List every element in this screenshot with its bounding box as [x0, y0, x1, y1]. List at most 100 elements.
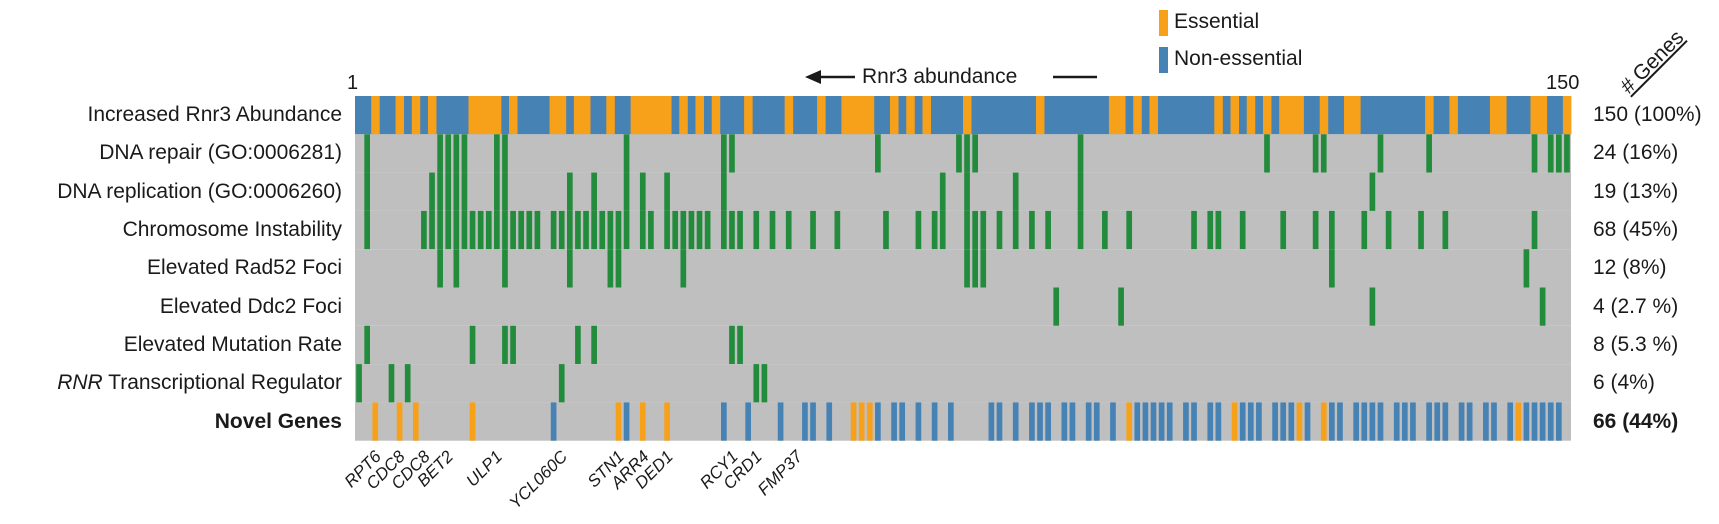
cell-essential — [371, 96, 380, 135]
cell-novel-essential — [1296, 402, 1303, 441]
cell-novel-nonessential — [1215, 402, 1222, 441]
cell-essential — [395, 96, 405, 135]
cell-hit — [964, 249, 970, 288]
cell-hit — [1215, 210, 1222, 250]
cell-hit — [404, 364, 411, 403]
cell-novel-nonessential — [899, 402, 906, 441]
cell-hit — [972, 210, 978, 250]
cell-hit — [421, 210, 427, 250]
cell-hit — [1077, 172, 1084, 211]
cell-hit — [1126, 210, 1133, 250]
cell-novel-nonessential — [1061, 402, 1068, 441]
cell-hit — [964, 210, 970, 250]
cell-essential — [679, 96, 688, 135]
cell-essential — [557, 96, 567, 135]
cell-essential — [1149, 96, 1158, 135]
cell-hit — [664, 172, 670, 211]
cell-essential — [865, 96, 875, 135]
cell-essential — [849, 96, 859, 135]
cell-hit — [1329, 210, 1335, 250]
cell-novel-nonessential — [1183, 402, 1189, 441]
cell-novel-nonessential — [988, 402, 995, 441]
cell-essential — [663, 96, 672, 135]
cell-hit — [1320, 134, 1327, 173]
cell-essential — [638, 96, 648, 135]
cell-hit — [1369, 172, 1376, 211]
cell-essential — [1498, 96, 1507, 135]
cell-novel-essential — [1320, 402, 1327, 441]
cell-novel-nonessential — [1507, 402, 1514, 441]
cell-essential — [492, 96, 502, 135]
row-background — [355, 364, 1571, 403]
row-count: 66 (44%) — [1593, 409, 1679, 433]
cell-novel-nonessential — [1531, 402, 1538, 441]
cell-novel-nonessential — [948, 402, 954, 441]
cell-essential — [1319, 96, 1329, 135]
cell-novel-nonessential — [550, 402, 557, 441]
cell-novel-nonessential — [1426, 402, 1432, 441]
cell-hit — [980, 210, 987, 250]
cell-novel-nonessential — [1304, 402, 1311, 441]
cell-novel-nonessential — [1442, 402, 1449, 441]
cell-novel-nonessential — [1556, 402, 1562, 441]
cell-novel-essential — [858, 402, 865, 441]
cell-novel-nonessential — [1361, 402, 1368, 441]
cell-essential — [922, 96, 931, 135]
row-label: Chromosome Instability — [123, 218, 342, 242]
cell-hit — [502, 134, 508, 173]
row-label-text: Increased Rnr3 Abundance — [87, 103, 342, 127]
row-count: 150 (100%) — [1593, 103, 1702, 127]
cell-hit — [1053, 287, 1060, 326]
cell-hit — [680, 249, 687, 288]
cell-novel-nonessential — [1239, 402, 1246, 441]
cell-novel-nonessential — [802, 402, 808, 441]
cell-hit — [453, 249, 460, 288]
cell-essential — [711, 96, 721, 135]
legend-swatch-essential — [1159, 10, 1168, 36]
cell-hit — [972, 249, 978, 288]
cell-hit — [1361, 210, 1368, 250]
cell-novel-nonessential — [1353, 402, 1360, 441]
cell-hit — [566, 210, 573, 250]
cell-hit — [1118, 287, 1124, 326]
cell-hit — [388, 364, 395, 403]
cell-hit — [1523, 249, 1530, 288]
cell-novel-nonessential — [1483, 402, 1489, 441]
cell-hit — [785, 210, 792, 250]
cell-novel-nonessential — [931, 402, 938, 441]
row-label-text: Elevated Rad52 Foci — [147, 256, 342, 280]
cell-hit — [615, 210, 622, 250]
cell-hit — [477, 210, 484, 250]
cell-hit — [1029, 210, 1035, 250]
cell-hit — [494, 210, 500, 250]
cell-essential — [1246, 96, 1256, 135]
cell-essential — [468, 96, 477, 135]
cell-hit — [1539, 287, 1546, 326]
cell-novel-nonessential — [1547, 402, 1554, 441]
cell-hit — [461, 210, 468, 250]
cell-essential — [484, 96, 494, 135]
cell-essential — [1108, 96, 1118, 135]
cell-novel-nonessential — [721, 402, 727, 441]
legend-label-essential: Essential — [1174, 10, 1260, 33]
cell-hit — [931, 210, 938, 250]
cell-essential — [549, 96, 559, 135]
cell-hit — [364, 210, 370, 250]
cell-novel-nonessential — [1523, 402, 1530, 441]
row-background — [355, 210, 1571, 250]
legend-swatch-nonessential — [1159, 47, 1168, 73]
cell-hit — [437, 134, 443, 173]
cell-essential — [573, 96, 583, 135]
row-count: 4 (2.7 %) — [1593, 294, 1679, 318]
cell-hit — [729, 210, 735, 250]
row-label: Increased Rnr3 Abundance — [87, 103, 342, 127]
cell-hit — [1312, 134, 1319, 173]
cell-novel-nonessential — [1539, 402, 1546, 441]
axis-end-label: 150 — [1546, 72, 1580, 94]
cell-hit — [364, 134, 370, 173]
cell-hit — [1191, 210, 1197, 250]
cell-novel-nonessential — [1207, 402, 1214, 441]
cell-essential — [1425, 96, 1434, 135]
cell-novel-nonessential — [996, 402, 1003, 441]
